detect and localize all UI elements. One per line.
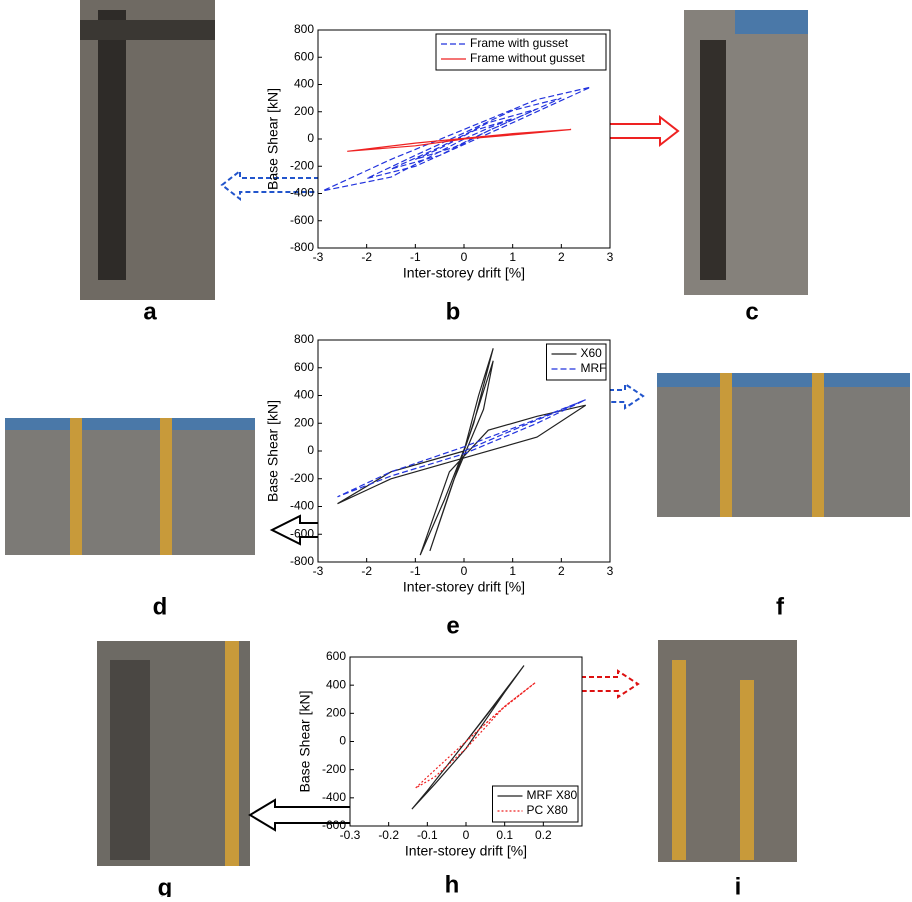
y-tick-label: 600	[294, 49, 314, 63]
y-tick-label: -600	[290, 526, 314, 540]
x-tick-label: -0.2	[378, 828, 399, 842]
y-tick-label: 200	[294, 104, 314, 118]
y-tick-label: 400	[326, 677, 346, 691]
x-tick-label: 3	[607, 250, 614, 264]
panel-label: i	[735, 873, 742, 897]
series-line	[415, 681, 536, 789]
x-tick-label: 0	[463, 828, 470, 842]
y-tick-label: 400	[294, 388, 314, 402]
post	[225, 641, 239, 866]
x-tick-label: -1	[410, 564, 421, 578]
x-tick-label: 0	[461, 250, 468, 264]
panel-label: h	[445, 871, 460, 897]
photo-f	[657, 373, 910, 517]
y-tick-label: -600	[290, 213, 314, 227]
y-tick-label: 800	[294, 22, 314, 36]
panel-label: a	[143, 298, 157, 325]
y-tick-label: -400	[322, 790, 346, 804]
legend-label: MRF X80	[527, 788, 578, 802]
panel-label: b	[446, 298, 461, 325]
y-tick-label: 0	[307, 131, 314, 145]
y-tick-label: -200	[290, 471, 314, 485]
y-tick-label: -200	[290, 158, 314, 172]
legend-box	[492, 785, 579, 823]
x-tick-label: 0	[461, 564, 468, 578]
y-tick-label: 600	[326, 649, 346, 663]
x-tick-label: -2	[361, 564, 372, 578]
series-line	[347, 128, 572, 152]
legend-label: Frame without gusset	[470, 51, 585, 65]
legend-label: Frame with gusset	[470, 36, 569, 50]
y-tick-label: 400	[294, 77, 314, 91]
x-tick-label: -1	[410, 250, 421, 264]
series-line	[337, 348, 587, 556]
beam	[657, 373, 910, 387]
post	[720, 373, 732, 517]
y-tick-label: 200	[294, 415, 314, 429]
x-tick-label: 0.2	[535, 828, 552, 842]
column	[700, 40, 726, 280]
x-tick-label: -0.1	[417, 828, 438, 842]
x-axis-label: Inter-storey drift [%]	[403, 265, 525, 281]
post	[672, 660, 686, 860]
x-tick-label: -3	[313, 564, 324, 578]
panel-label: f	[776, 593, 785, 620]
x-tick-label: 3	[607, 564, 614, 578]
y-tick-label: 800	[294, 332, 314, 346]
series-line	[322, 86, 591, 192]
x-axis-label: Inter-storey drift [%]	[405, 843, 527, 859]
x-tick-label: 2	[558, 564, 565, 578]
post	[70, 418, 82, 555]
y-axis-label: Base Shear [kN]	[297, 691, 313, 793]
panel-label: d	[153, 593, 168, 620]
photo-d	[5, 418, 255, 555]
post	[812, 373, 824, 517]
legend-label: X60	[581, 346, 603, 360]
x-tick-label: -0.3	[340, 828, 361, 842]
panel-label: e	[446, 612, 459, 639]
x-tick-label: 1	[509, 564, 516, 578]
panel-label: g	[158, 874, 173, 897]
x-tick-label: -3	[313, 250, 324, 264]
column	[110, 660, 150, 860]
panel-label: c	[745, 298, 758, 325]
beam	[80, 20, 215, 40]
series-line	[337, 399, 586, 498]
x-tick-label: 1	[509, 250, 516, 264]
post	[160, 418, 172, 555]
legend-label: PC X80	[527, 803, 569, 817]
y-tick-label: -800	[290, 240, 314, 254]
x-tick-label: -2	[361, 250, 372, 264]
series-line	[411, 665, 525, 810]
y-axis-label: Base Shear [kN]	[265, 400, 281, 502]
x-tick-label: 2	[558, 250, 565, 264]
arrow	[532, 669, 640, 699]
y-tick-label: -200	[322, 762, 346, 776]
x-axis-label: Inter-storey drift [%]	[403, 579, 525, 595]
y-tick-label: 600	[294, 360, 314, 374]
y-tick-label: -400	[290, 186, 314, 200]
post	[740, 680, 754, 860]
y-tick-label: -600	[322, 818, 346, 832]
y-tick-label: -800	[290, 554, 314, 568]
y-tick-label: 0	[339, 734, 346, 748]
y-tick-label: 0	[307, 443, 314, 457]
beam	[735, 10, 808, 34]
beam	[5, 418, 255, 430]
legend-box	[546, 343, 607, 381]
y-axis-label: Base Shear [kN]	[265, 88, 281, 190]
legend-box	[435, 33, 607, 71]
y-tick-label: -400	[290, 499, 314, 513]
legend-label: MRF	[581, 361, 607, 375]
photos	[5, 0, 910, 866]
y-tick-label: 200	[326, 706, 346, 720]
x-tick-label: 0.1	[496, 828, 513, 842]
column	[98, 10, 126, 280]
